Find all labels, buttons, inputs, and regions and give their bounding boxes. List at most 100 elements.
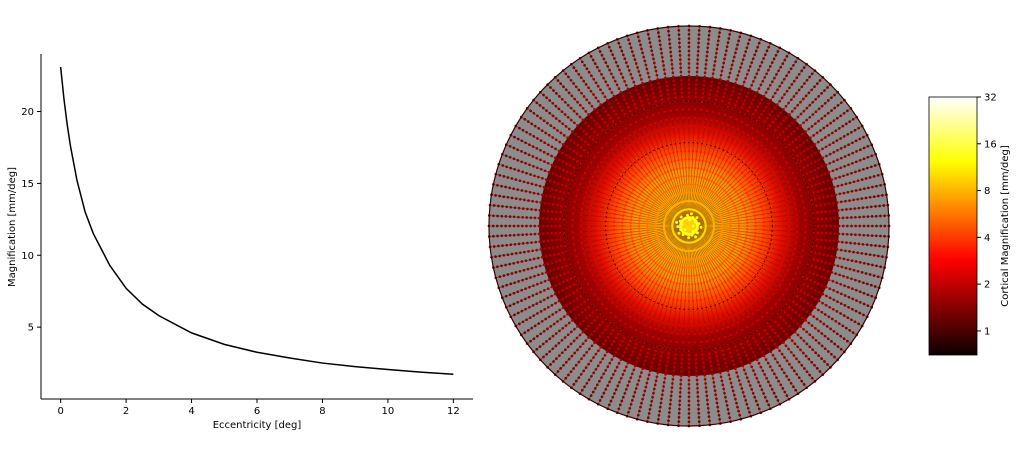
scatter-point [798, 305, 802, 309]
scatter-point [623, 80, 626, 83]
scatter-point [773, 192, 776, 195]
scatter-point [731, 389, 735, 393]
scatter-point [731, 359, 735, 363]
scatter-point [779, 229, 782, 232]
scatter-point [768, 65, 772, 68]
scatter-point [502, 253, 506, 257]
scatter-point [621, 224, 624, 228]
scatter-point [638, 301, 641, 304]
scatter-point [848, 267, 852, 271]
scatter-point [601, 331, 604, 335]
scatter-point [629, 224, 632, 228]
scatter-point [778, 210, 781, 213]
scatter-point [810, 72, 814, 76]
scatter-point [576, 348, 579, 352]
scatter-point [576, 143, 580, 147]
scatter-point [804, 319, 807, 322]
scatter-point [806, 293, 810, 297]
scatter-point [822, 268, 826, 272]
scatter-point [721, 228, 724, 231]
scatter-point [767, 68, 770, 72]
scatter-point [756, 343, 760, 347]
scatter-point [825, 294, 828, 298]
scatter-point [713, 128, 717, 131]
scatter-point [668, 314, 672, 317]
scatter-point [824, 285, 828, 289]
scatter-point [532, 257, 536, 261]
scatter-point [521, 207, 525, 210]
scatter-point [570, 94, 574, 98]
scatter-point [521, 128, 525, 132]
scatter-point [534, 265, 538, 269]
scatter-point [687, 66, 691, 70]
scatter-point [624, 312, 627, 315]
scatter-point [607, 45, 611, 49]
scatter-point [500, 224, 503, 228]
scatter-point [694, 87, 698, 91]
scatter-point [705, 280, 709, 283]
scatter-point [601, 174, 604, 178]
scatter-point [626, 384, 630, 387]
scatter-point [660, 266, 663, 269]
scatter-point [671, 67, 674, 70]
scatter-point [836, 300, 839, 304]
scatter-point [843, 284, 846, 288]
scatter-point [719, 375, 723, 379]
scatter-point [846, 190, 850, 194]
scatter-point [665, 259, 668, 262]
scatter-point [613, 236, 617, 239]
scatter-point [518, 322, 521, 326]
scatter-point [596, 224, 599, 228]
scatter-point [517, 233, 520, 237]
scatter-point [677, 193, 680, 196]
magnification-curve [59, 66, 454, 376]
scatter-point [664, 80, 668, 84]
scatter-point [670, 289, 673, 292]
scatter-point [729, 227, 732, 230]
scatter-point [845, 216, 849, 220]
scatter-point [636, 266, 639, 270]
scatter-point [694, 95, 698, 99]
scatter-point [504, 224, 508, 228]
scatter-point [820, 217, 824, 221]
scatter-point [673, 361, 676, 365]
scatter-point [679, 215, 683, 219]
scatter-point [726, 181, 730, 184]
scatter-point [745, 212, 748, 215]
scatter-point [634, 299, 637, 302]
scatter-point [739, 251, 743, 254]
x-tick-label: 6 [254, 406, 260, 417]
scatter-point [687, 299, 691, 303]
scatter-point [687, 382, 691, 386]
scatter-point [784, 104, 788, 108]
scatter-point [847, 143, 850, 147]
scatter-point [616, 64, 620, 68]
scatter-point [768, 113, 772, 117]
scatter-point [787, 101, 790, 105]
scatter-point [745, 191, 748, 194]
scatter-point [764, 258, 767, 261]
scatter-point [715, 120, 719, 123]
scatter-point [551, 101, 555, 105]
colorbar-tick-label: 4 [984, 233, 990, 244]
scatter-point [580, 208, 584, 211]
scatter-point [545, 109, 548, 112]
scatter-point [797, 376, 801, 380]
scatter-point [839, 166, 843, 170]
scatter-point [623, 391, 627, 395]
scatter-point [641, 242, 644, 245]
scatter-point [699, 193, 703, 196]
scatter-point [579, 183, 582, 186]
scatter-point [599, 103, 603, 106]
scatter-point [724, 245, 727, 248]
scatter-point [720, 310, 724, 313]
scatter-point [787, 219, 791, 222]
scatter-point [691, 291, 694, 294]
scatter-point [677, 416, 681, 419]
scatter-point [844, 182, 848, 186]
scatter-point [828, 287, 832, 291]
scatter-point [738, 195, 741, 198]
scatter-point [629, 72, 633, 76]
scatter-point [813, 160, 817, 164]
scatter-point [733, 135, 736, 138]
